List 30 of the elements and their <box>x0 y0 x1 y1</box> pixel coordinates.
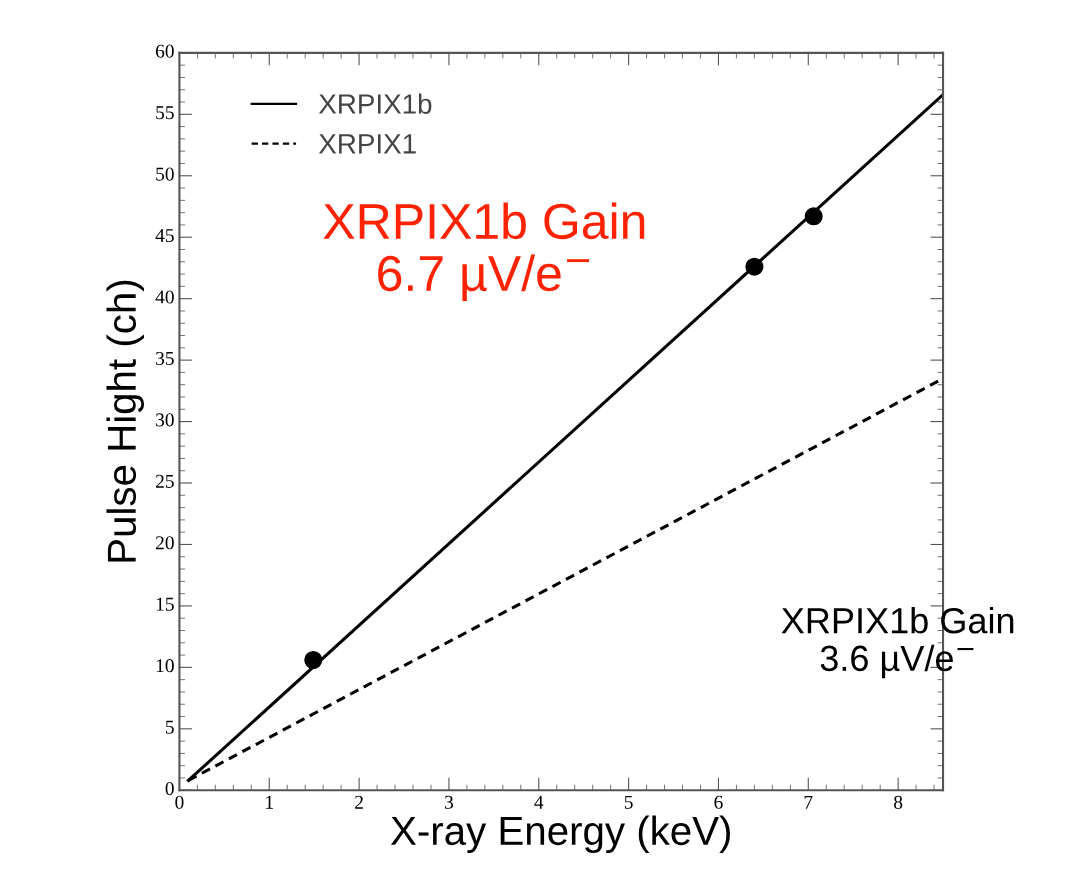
x-tick-label: 6 <box>714 795 723 809</box>
y-tick-label: 45 <box>155 229 174 243</box>
y-axis-title: Pulse Hight (ch) <box>106 280 145 562</box>
y-tick-label: 60 <box>155 44 174 58</box>
y-tick-label: 35 <box>156 351 174 365</box>
x-tick-label: 8 <box>894 795 903 809</box>
x-axis-title: X-ray Energy (keV) <box>390 815 730 854</box>
x-tick-label: 4 <box>534 795 544 809</box>
x-tick-label: 7 <box>804 795 813 809</box>
y-tick-label: 55 <box>156 106 174 120</box>
point <box>745 257 764 276</box>
y-tick-label: 15 <box>156 597 174 611</box>
x-tick-label: 0 <box>175 795 184 809</box>
y-tick-label: 40 <box>155 290 174 304</box>
y-tick-label: 50 <box>156 167 174 181</box>
point <box>804 207 823 226</box>
y-tick-label: 20 <box>155 536 174 550</box>
y-tick-label: 0 <box>165 782 174 796</box>
y-tick-label: 10 <box>156 659 174 673</box>
legend-label: XRPIX1 <box>318 134 416 154</box>
x-tick-label: 3 <box>445 795 454 809</box>
annotation: XRPIX1b Gain 6.7 µV/e$^{−}$ <box>323 202 645 302</box>
x-tick-label: 5 <box>624 795 633 809</box>
y-tick-label: 30 <box>156 413 174 427</box>
y-tick-label: 25 <box>155 474 174 488</box>
y-tick-label: 5 <box>165 720 174 734</box>
x-tick-label: 1 <box>266 795 273 809</box>
legend-label: XRPIX1b <box>318 93 432 114</box>
point <box>304 650 323 670</box>
x-tick-label: 2 <box>355 795 363 809</box>
